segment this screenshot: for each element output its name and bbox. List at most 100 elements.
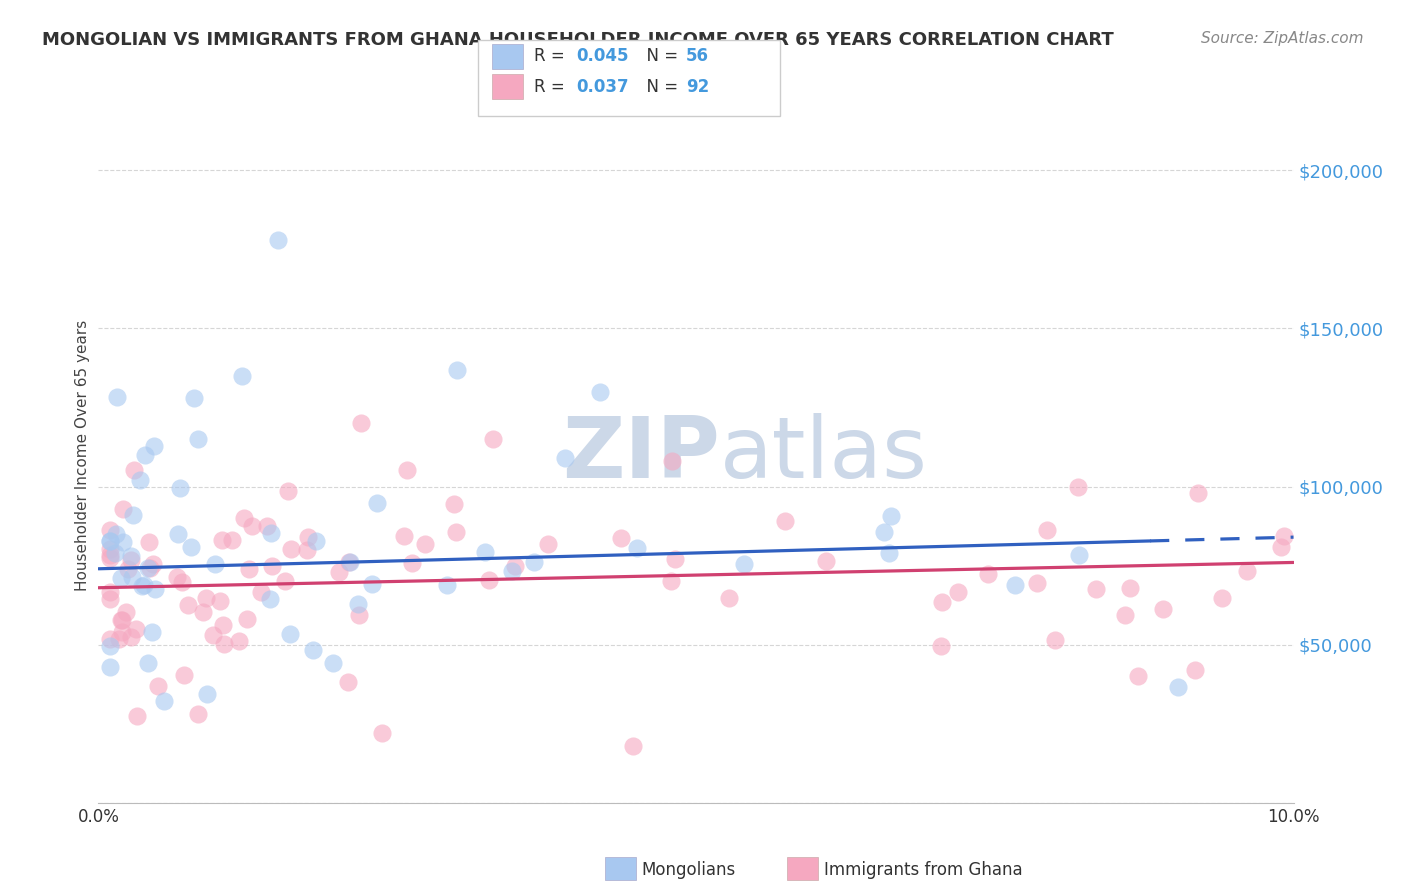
Point: [267, 233, 290, 247]
Point: [187, 707, 209, 722]
Text: 56: 56: [686, 47, 709, 65]
Point: [111, 613, 134, 627]
Point: [122, 463, 145, 477]
Point: [931, 595, 953, 609]
Point: [1004, 578, 1026, 592]
Point: [236, 612, 259, 626]
Point: [194, 591, 217, 605]
Point: [1119, 581, 1142, 595]
Point: [623, 739, 645, 753]
Point: [1114, 607, 1136, 622]
Point: [211, 533, 233, 547]
Point: [931, 639, 953, 653]
Point: [136, 561, 159, 575]
Point: [98, 523, 122, 537]
Point: [111, 624, 134, 639]
Point: [121, 508, 143, 522]
Point: [132, 578, 155, 592]
Point: [446, 524, 468, 539]
Point: [361, 577, 384, 591]
Point: [141, 625, 163, 640]
Point: [98, 541, 122, 556]
Point: [589, 384, 612, 399]
Point: [873, 525, 896, 540]
Point: [195, 687, 218, 701]
Point: [110, 571, 132, 585]
Point: [1152, 602, 1174, 616]
Y-axis label: Householder Income Over 65 years: Householder Income Over 65 years: [75, 319, 90, 591]
Text: 0.045: 0.045: [576, 47, 628, 65]
Point: [136, 656, 159, 670]
Text: 92: 92: [686, 78, 710, 95]
Point: [128, 473, 150, 487]
Point: [250, 585, 273, 599]
Point: [104, 546, 127, 560]
Point: [110, 613, 132, 627]
Point: [98, 585, 122, 599]
Point: [114, 606, 136, 620]
Point: [105, 390, 128, 404]
Text: Source: ZipAtlas.com: Source: ZipAtlas.com: [1201, 31, 1364, 46]
Point: [98, 533, 122, 548]
Point: [274, 574, 297, 589]
Point: [232, 511, 254, 525]
Point: [260, 558, 283, 573]
Point: [1270, 540, 1292, 554]
Point: [173, 668, 195, 682]
Point: [1211, 591, 1233, 605]
Point: [180, 541, 202, 555]
Point: [661, 454, 683, 468]
Point: [98, 548, 122, 562]
Point: [1167, 680, 1189, 694]
Point: [221, 533, 243, 548]
Point: [718, 591, 741, 606]
Point: [169, 481, 191, 495]
Point: [124, 622, 146, 636]
Point: [121, 570, 143, 584]
Point: [111, 534, 134, 549]
Text: atlas: atlas: [720, 413, 928, 497]
Point: [436, 578, 458, 592]
Point: [98, 591, 122, 606]
Point: [1187, 486, 1209, 500]
Point: [302, 643, 325, 657]
Point: [166, 570, 188, 584]
Point: [880, 509, 903, 524]
Point: [183, 391, 205, 405]
Text: MONGOLIAN VS IMMIGRANTS FROM GHANA HOUSEHOLDER INCOME OVER 65 YEARS CORRELATION : MONGOLIAN VS IMMIGRANTS FROM GHANA HOUSE…: [42, 31, 1114, 49]
Point: [554, 450, 576, 465]
Point: [474, 545, 496, 559]
Point: [259, 592, 281, 607]
Point: [142, 557, 165, 571]
Point: [664, 551, 686, 566]
Point: [127, 709, 149, 723]
Point: [1043, 633, 1066, 648]
Point: [170, 574, 193, 589]
Point: [208, 594, 231, 608]
Point: [117, 562, 139, 576]
Point: [392, 528, 415, 542]
Point: [395, 463, 418, 477]
Point: [537, 536, 560, 550]
Point: [1272, 529, 1295, 543]
Point: [626, 541, 648, 556]
Text: R =: R =: [534, 78, 571, 95]
Point: [146, 679, 169, 693]
Point: [1036, 523, 1059, 537]
Point: [773, 514, 796, 528]
Point: [659, 574, 682, 589]
Point: [98, 660, 122, 674]
Point: [260, 526, 283, 541]
Point: [191, 605, 214, 619]
Point: [1184, 663, 1206, 677]
Point: [187, 433, 209, 447]
Point: [131, 579, 153, 593]
Point: [138, 535, 160, 549]
Point: [108, 632, 131, 646]
Point: [98, 639, 122, 653]
Text: N =: N =: [636, 78, 683, 95]
Point: [336, 674, 359, 689]
Point: [401, 556, 423, 570]
Point: [238, 562, 260, 576]
Point: [98, 632, 122, 646]
